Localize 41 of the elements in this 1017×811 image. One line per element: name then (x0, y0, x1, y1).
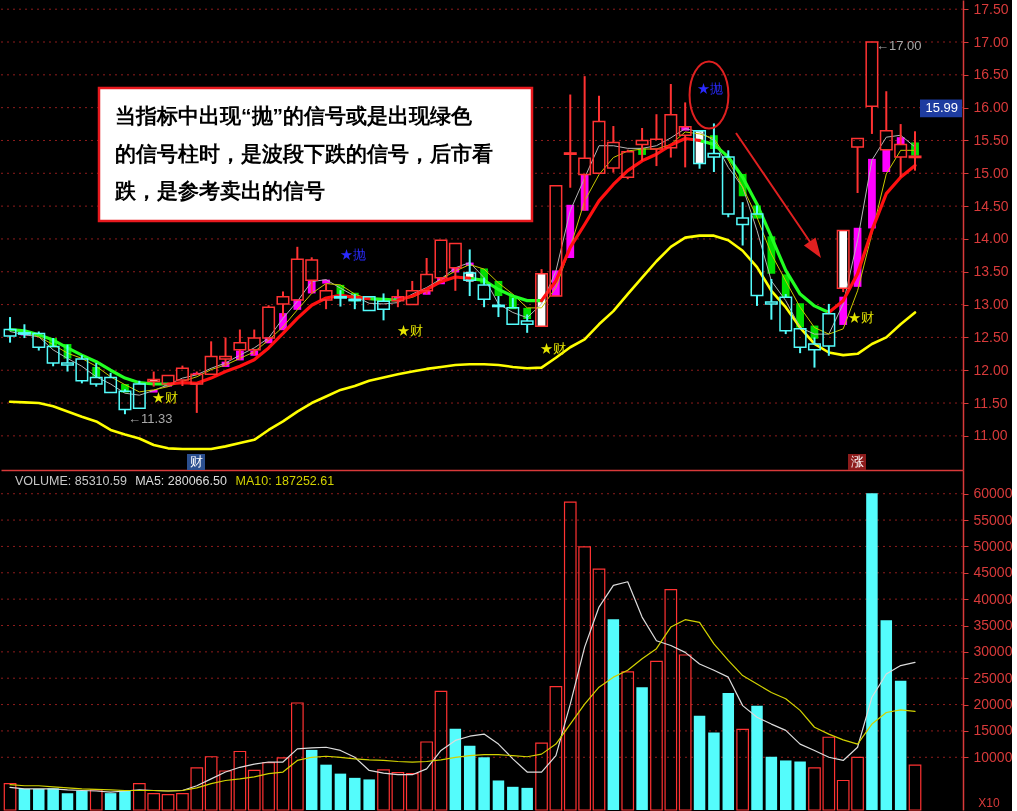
y-tick-label: 17.00 (973, 33, 1009, 50)
annotation: VOLUME: 85310.59 (15, 474, 127, 488)
text: X10 (978, 796, 1000, 810)
y-tick-label: 15.00 (973, 164, 1009, 181)
annotation: 财 (189, 454, 203, 469)
annotation: ★财 (848, 310, 874, 325)
y-tick-label: 17.50 (973, 0, 1009, 17)
annotation: ★财 (152, 390, 178, 405)
y-tick-label: 35000 (973, 617, 1013, 633)
annotation: 涨 (850, 454, 864, 469)
y-tick-label: 10000 (973, 748, 1013, 765)
y-tick-label: 13.50 (973, 263, 1009, 280)
annotation: ←17.00 (876, 38, 922, 53)
y-tick-label: 15000 (973, 722, 1013, 739)
annotation: 当指标中出现“抛”的信号或是出现绿色的信号柱时，是波段下跌的信号，后市看跌，是参考卖出的信号 (114, 104, 493, 202)
y-tick-label: 25000 (973, 669, 1013, 686)
y-tick-label: 20000 (973, 696, 1013, 713)
y-tick-label: 55000 (973, 511, 1013, 528)
y-tick-label: 12.50 (973, 328, 1009, 345)
y-tick-label: 50000 (973, 537, 1013, 554)
text: MA5: 280066.50 (135, 474, 227, 488)
y-tick-label: 16.50 (973, 66, 1009, 83)
annotation: ←11.33 (128, 411, 173, 426)
y-tick-label: 45000 (973, 564, 1013, 581)
y-tick-label: 11.00 (973, 427, 1008, 444)
y-tick-label: 60000 (973, 485, 1013, 502)
annotation: ★财 (540, 341, 566, 356)
annotation: ★抛 (697, 81, 723, 96)
annotation: ★抛 (340, 247, 366, 262)
y-tick-label: 14.00 (973, 230, 1009, 247)
y-tick-label: 12.00 (973, 361, 1009, 378)
text: MA10: 187252.61 (235, 474, 335, 488)
annotation: 15.99 (925, 100, 958, 116)
y-tick-label: 40000 (973, 590, 1013, 607)
annotation: ★财 (397, 323, 423, 338)
y-tick-label: 14.50 (973, 197, 1009, 214)
y-tick-label: 11.50 (973, 394, 1008, 411)
y-tick-label: 15.50 (973, 131, 1009, 148)
y-tick-label: 13.00 (973, 296, 1009, 313)
y-tick-label: 30000 (973, 643, 1013, 660)
y-tick-label: 16.00 (973, 99, 1009, 116)
